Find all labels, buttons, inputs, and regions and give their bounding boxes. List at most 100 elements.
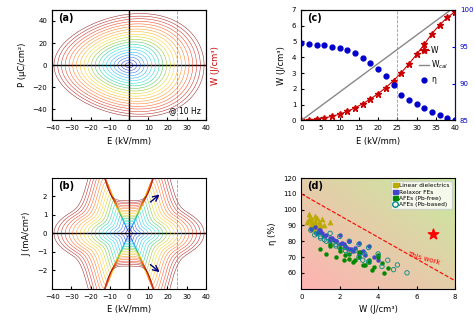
Text: (c): (c) — [308, 13, 322, 23]
Point — [365, 243, 373, 249]
Point — [319, 216, 326, 222]
Point — [346, 238, 353, 244]
Y-axis label: J (mA/cm²): J (mA/cm²) — [22, 211, 31, 256]
Point — [332, 238, 340, 244]
Text: (d): (d) — [308, 181, 323, 191]
Point — [371, 264, 378, 269]
Text: This work: This work — [407, 252, 441, 266]
Point — [403, 270, 411, 276]
Point — [346, 250, 353, 255]
Point — [365, 245, 373, 250]
Point — [342, 243, 349, 249]
Point — [326, 231, 334, 236]
Point — [317, 247, 324, 252]
Point — [307, 218, 315, 223]
Point — [359, 262, 366, 268]
Point — [336, 245, 344, 250]
Point — [346, 238, 353, 244]
Point — [307, 215, 315, 220]
Point — [317, 229, 324, 235]
Point — [303, 220, 311, 225]
Point — [355, 250, 363, 255]
Point — [361, 262, 368, 268]
Point — [342, 253, 349, 258]
Point — [307, 228, 315, 233]
Point — [349, 248, 357, 253]
Point — [361, 251, 368, 256]
Point — [313, 231, 320, 236]
Point — [380, 270, 388, 276]
Point — [315, 220, 322, 225]
Point — [307, 226, 315, 231]
Point — [374, 255, 382, 260]
X-axis label: W (J/cm³): W (J/cm³) — [359, 305, 398, 314]
Point — [336, 242, 344, 247]
Point — [355, 255, 363, 260]
Point — [355, 255, 363, 260]
Point — [309, 226, 317, 231]
Point — [307, 223, 315, 228]
Point — [351, 245, 359, 250]
Point — [340, 242, 347, 247]
Point — [374, 251, 382, 256]
Legend: W, W$_{cal}$, η: W, W$_{cal}$, η — [416, 43, 451, 87]
Point — [330, 237, 338, 242]
Point — [369, 267, 376, 272]
Point — [313, 224, 320, 230]
Point — [317, 234, 324, 239]
Point — [311, 221, 319, 226]
Point — [322, 238, 330, 244]
X-axis label: E (kV/mm): E (kV/mm) — [107, 137, 151, 146]
Point — [332, 242, 340, 247]
Point — [328, 236, 336, 241]
Point — [332, 243, 340, 249]
Point — [326, 243, 334, 249]
Text: (a): (a) — [58, 13, 74, 23]
Point — [320, 237, 328, 242]
Point — [336, 234, 344, 239]
Y-axis label: W (J/cm³): W (J/cm³) — [277, 46, 286, 85]
Point — [317, 221, 324, 226]
Point — [371, 255, 378, 260]
Y-axis label: P (μC/cm²): P (μC/cm²) — [18, 43, 27, 87]
Point — [342, 248, 349, 253]
Point — [357, 250, 365, 255]
Point — [336, 245, 344, 250]
Point — [346, 256, 353, 261]
Point — [338, 240, 346, 245]
Point — [359, 248, 366, 253]
Point — [355, 242, 363, 247]
Point — [336, 232, 344, 237]
Point — [311, 232, 319, 237]
Point — [317, 223, 324, 228]
Point — [309, 221, 317, 226]
Point — [313, 231, 320, 236]
Point — [390, 267, 397, 272]
Point — [351, 248, 359, 253]
Point — [311, 218, 319, 223]
Point — [378, 264, 386, 269]
Point — [326, 242, 334, 247]
Point — [322, 232, 330, 237]
Point — [384, 265, 392, 271]
Point — [320, 223, 328, 228]
Point — [346, 247, 353, 252]
Point — [355, 251, 363, 256]
Point — [344, 245, 351, 250]
Point — [319, 231, 326, 236]
Y-axis label: η (%): η (%) — [268, 222, 277, 245]
Point — [374, 257, 382, 263]
Point — [351, 257, 359, 263]
Point — [326, 238, 334, 244]
Point — [365, 259, 373, 264]
Point — [361, 253, 368, 258]
Point — [336, 248, 344, 253]
Point — [393, 262, 401, 268]
Point — [313, 215, 320, 220]
Point — [342, 245, 349, 250]
Point — [326, 237, 334, 242]
Point — [346, 251, 353, 256]
Point — [347, 247, 355, 252]
Point — [378, 261, 386, 266]
Point — [340, 257, 347, 263]
